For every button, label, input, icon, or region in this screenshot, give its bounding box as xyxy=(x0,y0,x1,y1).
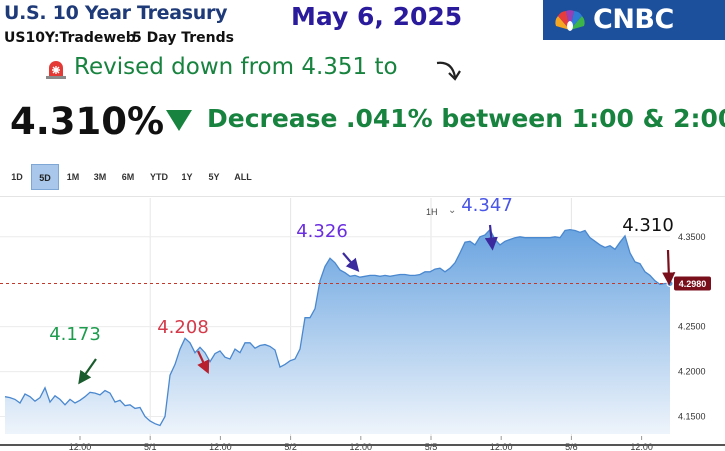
range-button-all[interactable]: ALL xyxy=(234,172,252,182)
range-button-ytd[interactable]: YTD xyxy=(150,172,168,182)
reference-badge-bg xyxy=(674,276,711,291)
y-tick-label: 4.3500 xyxy=(678,232,706,242)
x-tick-label: 12:00 xyxy=(209,442,232,451)
down-triangle-icon xyxy=(166,110,192,131)
annotations: 4.173 4.208 4.326 4.347 4.310 xyxy=(49,196,676,385)
series-line xyxy=(4,228,670,427)
x-tick-label: 12:00 xyxy=(350,442,373,451)
reference-badge-label: 4.2980 xyxy=(679,279,707,289)
annotation-label: 4.310 xyxy=(622,215,674,236)
annotation-arrow xyxy=(662,249,676,286)
curved-arrow-down-icon xyxy=(436,61,461,81)
yield-chart: 4.1500 4.2000 4.2500 4.3500 12:00 5/1 12:00 5/… xyxy=(0,196,725,451)
y-axis: 4.1500 4.2000 4.2500 4.3500 xyxy=(678,232,706,422)
reference-badge: 4.2980 xyxy=(666,276,711,291)
range-button-3m[interactable]: 3M xyxy=(93,172,107,182)
x-tick-label: 12:00 xyxy=(490,442,513,451)
range-button-5d[interactable]: 5D xyxy=(31,164,59,190)
revised-text: Revised down from 4.351 to xyxy=(74,54,398,80)
peacock-icon xyxy=(555,10,585,31)
cnbc-logo: CNBC xyxy=(543,0,725,40)
area-fill xyxy=(5,229,670,434)
date-label: May 6, 2025 xyxy=(291,2,463,31)
range-button-1d[interactable]: 1D xyxy=(11,172,23,182)
trend-label: 5 Day Trends xyxy=(132,30,234,46)
range-button-6m[interactable]: 6M xyxy=(121,172,135,182)
annotation-label: 4.347 xyxy=(461,196,513,216)
annotation-arrow xyxy=(484,224,498,251)
x-tick-label: 12:00 xyxy=(630,442,653,451)
change-text: .041% between 1:00 & 2:00 xyxy=(346,104,725,133)
y-tick-label: 4.2000 xyxy=(678,367,706,377)
y-tick-label: 4.2500 xyxy=(678,322,706,332)
annotation-label: 4.326 xyxy=(296,221,348,242)
x-tick-label: 5/5 xyxy=(425,442,438,451)
chart-title: U.S. 10 Year Treasury xyxy=(4,2,228,24)
x-tick-label: 12:00 xyxy=(69,442,92,451)
y-tick-label: 4.1500 xyxy=(678,412,706,422)
x-tick-label: 5/6 xyxy=(565,442,578,451)
current-price: 4.310% xyxy=(10,100,165,143)
range-button-1m[interactable]: 1M xyxy=(66,172,80,182)
range-button-1y[interactable]: 1Y xyxy=(181,172,193,182)
interval-select[interactable]: 1H xyxy=(426,207,438,217)
x-tick-label: 5/1 xyxy=(144,442,157,451)
annotation-arrow xyxy=(197,350,210,374)
last-point-marker xyxy=(666,279,674,287)
annotation-label: 4.173 xyxy=(49,324,101,345)
ticker-symbol: US10Y:Tradeweb xyxy=(4,30,136,46)
x-tick-label: 5/2 xyxy=(284,442,297,451)
annotation-arrow xyxy=(78,358,97,385)
x-axis: 12:00 5/1 12:00 5/2 12:00 5/5 12:00 5/6 12:00 xyxy=(69,436,653,451)
range-button-5y[interactable]: 5Y xyxy=(208,172,220,182)
siren-icon xyxy=(46,61,66,79)
chevron-down-icon[interactable]: ⌄ xyxy=(448,205,457,216)
brand-text: CNBC xyxy=(593,4,674,35)
decrease-label: Decrease xyxy=(207,104,338,133)
annotation-label: 4.208 xyxy=(157,317,209,338)
annotation-arrow xyxy=(342,252,360,273)
